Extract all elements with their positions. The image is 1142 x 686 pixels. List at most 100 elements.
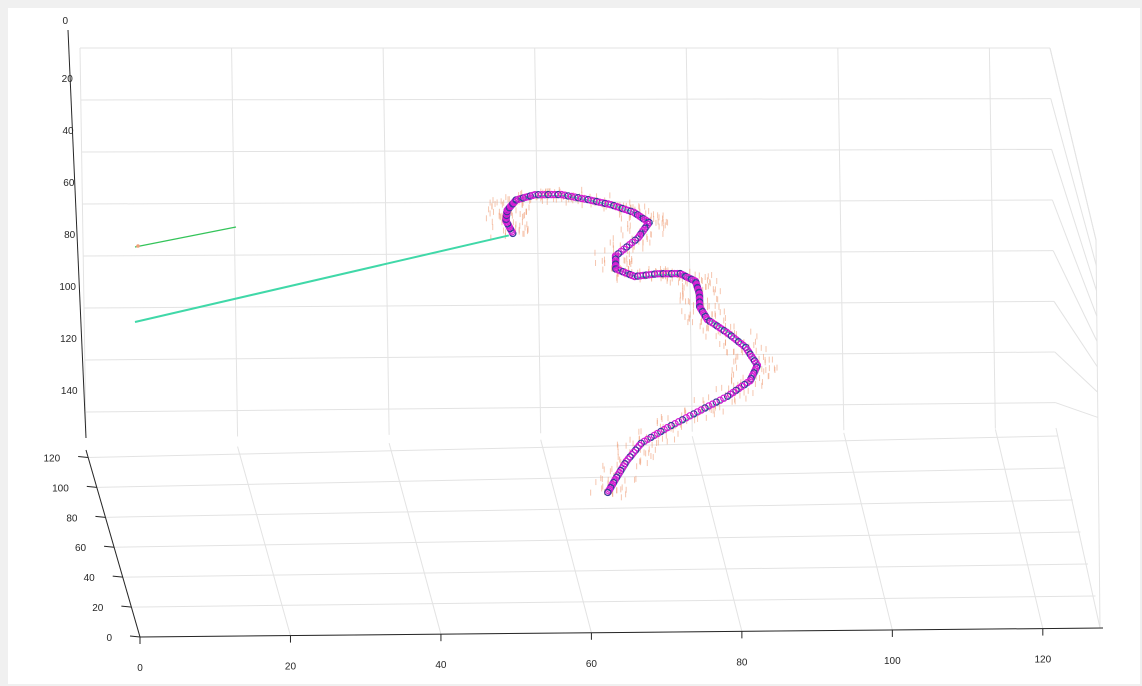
- y-tick-mark: [112, 575, 123, 578]
- box-edge: [1055, 427, 1101, 629]
- trajectory-marker: [716, 396, 724, 404]
- y-gridline: [88, 435, 1058, 458]
- y-tick-mark: [78, 455, 89, 458]
- z-gridline-side: [1051, 199, 1098, 317]
- y-gridline: [105, 499, 1073, 518]
- x-gridline: [685, 47, 693, 432]
- z-tick-label: 60: [63, 178, 75, 189]
- z-gridline-side: [1052, 250, 1098, 342]
- trajectory-marker: [723, 392, 732, 400]
- trajectory-marker: [561, 191, 569, 199]
- axes-background: [8, 8, 1140, 684]
- trajectory-marker: [673, 269, 682, 278]
- trajectory-marker: [671, 420, 679, 428]
- x-gridline-floor: [540, 439, 592, 633]
- x-tick-label: 120: [1034, 655, 1051, 666]
- trajectory-marker: [690, 410, 698, 418]
- trajectory-marker: [705, 402, 713, 410]
- y-axis-line: [85, 449, 141, 638]
- y-tick-mark: [86, 485, 97, 488]
- trajectory-marker: [708, 400, 717, 408]
- z-gridline-side: [1055, 402, 1098, 418]
- trajectory-marker: [564, 192, 572, 200]
- trajectory-marker: [675, 418, 683, 426]
- trajectory-marker: [511, 197, 519, 205]
- x-gridline: [837, 47, 845, 431]
- x-gridline-floor: [237, 446, 291, 636]
- trajectory-marker: [557, 190, 566, 199]
- x-gridline-floor: [843, 432, 893, 631]
- axes: 0 20 40 60 80 100 120 140 0 20 40 60 80 100 120 0 20 40 60…: [43, 16, 1104, 674]
- y-tick-label: 60: [75, 543, 87, 554]
- trajectory-marker: [686, 412, 694, 420]
- y-tick-label: 120: [43, 453, 60, 464]
- z-tick-label: 20: [62, 74, 74, 85]
- x-tick-label: 80: [736, 657, 748, 668]
- y-tick-label: 40: [84, 573, 96, 584]
- z-gridline-side: [1053, 301, 1098, 368]
- x-tick-label: 40: [435, 660, 447, 671]
- z-gridline: [84, 351, 1055, 361]
- z-gridline: [81, 148, 1052, 153]
- series-2-start-point: [136, 244, 140, 248]
- grid: [79, 47, 1104, 638]
- x-gridline: [988, 47, 996, 429]
- trajectory-marker: [571, 193, 579, 201]
- y-tick-mark: [129, 635, 141, 638]
- z-tick-label: 80: [64, 230, 76, 241]
- trajectory-marker: [643, 217, 651, 225]
- x-tick-label: 100: [884, 656, 901, 667]
- y-gridline: [131, 595, 1096, 608]
- x-tick-label: 20: [285, 662, 297, 673]
- x-gridline: [231, 47, 239, 437]
- y-tick-mark: [95, 515, 106, 518]
- trajectory-marker: [635, 441, 644, 450]
- x-axis-line: [139, 627, 1104, 638]
- y-tick-mark: [121, 605, 132, 608]
- x-gridline: [534, 47, 542, 434]
- z-gridline-side: [1051, 149, 1097, 291]
- y-tick-mark: [104, 545, 115, 548]
- z-gridline-side: [1050, 98, 1097, 266]
- y-gridline: [114, 531, 1081, 548]
- trajectory-marker: [635, 232, 644, 240]
- y-tick-label: 0: [106, 633, 112, 644]
- trajectory-marker: [574, 193, 582, 202]
- trajectory-marker: [631, 446, 640, 454]
- trajectory-marker: [667, 421, 675, 430]
- series-markers: [502, 190, 762, 497]
- box-edge: [1095, 239, 1101, 629]
- z-gridline: [80, 98, 1051, 101]
- trajectory-marker: [701, 404, 709, 412]
- trajectory-marker: [604, 488, 612, 497]
- trajectory-marker: [626, 453, 634, 461]
- z-tick-label: 120: [60, 334, 77, 345]
- trajectory-marker: [637, 439, 645, 447]
- y-gridline: [96, 467, 1066, 488]
- series-2-line: [134, 226, 237, 248]
- x-gridline-floor: [691, 436, 743, 632]
- z-axis-line: [67, 29, 87, 439]
- z-gridline: [85, 402, 1056, 413]
- trajectory-marker: [720, 394, 728, 402]
- trajectory-marker: [712, 398, 721, 406]
- z-tick-label: 140: [61, 386, 78, 397]
- y-tick-label: 100: [52, 483, 69, 494]
- x-gridline-floor: [388, 442, 442, 635]
- trajectory-marker: [628, 450, 636, 459]
- series-1-line: [134, 234, 510, 323]
- y-gridline: [122, 563, 1088, 578]
- y-tick-label: 80: [66, 513, 78, 524]
- trajectory-marker: [693, 408, 702, 416]
- z-gridline-side: [1049, 47, 1097, 241]
- trajectory-marker: [697, 406, 706, 414]
- x-tick-label: 0: [137, 663, 143, 674]
- z-tick-label: 40: [62, 126, 74, 137]
- x-gridline-floor: [994, 429, 1044, 629]
- z-gridline: [83, 300, 1055, 309]
- trajectory-marker: [682, 414, 690, 422]
- y-tick-label: 20: [92, 603, 104, 614]
- z-gridline: [82, 199, 1053, 205]
- z-gridline-side: [1054, 351, 1098, 393]
